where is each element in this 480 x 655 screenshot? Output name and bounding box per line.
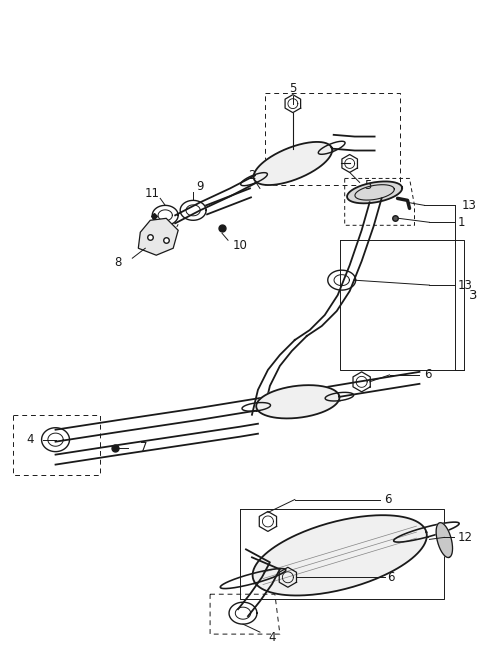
- Text: 5: 5: [364, 179, 372, 192]
- Text: 4: 4: [268, 631, 276, 644]
- Text: 6: 6: [424, 368, 432, 381]
- Text: 4: 4: [27, 433, 35, 446]
- Text: 5: 5: [289, 82, 297, 95]
- Text: 2: 2: [248, 169, 256, 182]
- Polygon shape: [436, 523, 453, 557]
- Text: 7: 7: [140, 441, 148, 454]
- Polygon shape: [253, 142, 332, 185]
- Text: 1: 1: [457, 215, 465, 229]
- Text: 3: 3: [469, 289, 478, 301]
- Text: 13: 13: [457, 278, 472, 291]
- Text: 11: 11: [145, 187, 160, 200]
- Polygon shape: [138, 218, 178, 255]
- Text: 9: 9: [196, 180, 204, 193]
- Polygon shape: [256, 385, 339, 419]
- Polygon shape: [252, 515, 427, 595]
- Text: 13: 13: [461, 199, 476, 212]
- Text: 6: 6: [387, 571, 395, 584]
- Text: 8: 8: [115, 255, 122, 269]
- Text: 12: 12: [457, 531, 472, 544]
- Text: 10: 10: [233, 238, 247, 252]
- Polygon shape: [347, 181, 402, 203]
- Text: 6: 6: [384, 493, 392, 506]
